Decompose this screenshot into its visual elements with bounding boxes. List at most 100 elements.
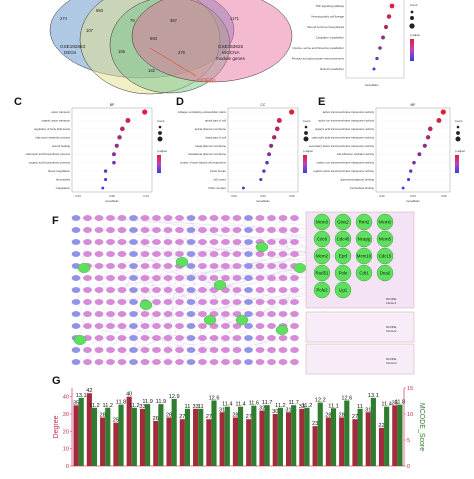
network-node bbox=[198, 347, 207, 353]
network-node bbox=[117, 263, 127, 269]
go-dot bbox=[117, 135, 122, 140]
mcode-bar bbox=[317, 402, 323, 466]
network-node bbox=[244, 335, 253, 341]
network-node bbox=[221, 323, 230, 329]
network-node bbox=[244, 299, 253, 305]
network-node bbox=[255, 299, 265, 305]
degree-label: 23 bbox=[312, 421, 318, 427]
degree-label: 33 bbox=[139, 404, 145, 410]
network-node bbox=[186, 251, 196, 257]
degree-bar bbox=[378, 427, 385, 466]
network-node bbox=[232, 287, 242, 293]
network-node bbox=[232, 347, 242, 353]
network-node bbox=[140, 275, 150, 281]
mcode-bar bbox=[105, 407, 111, 466]
degree-bar bbox=[139, 408, 146, 466]
go-dot bbox=[101, 186, 105, 190]
degree-label: 30 bbox=[272, 409, 278, 415]
network-node bbox=[94, 251, 104, 257]
network-edge bbox=[202, 229, 238, 279]
go-dot bbox=[401, 186, 405, 190]
go-term-label: active transmembrane transporter activit… bbox=[323, 110, 375, 114]
go-dot bbox=[417, 152, 422, 157]
network-edge bbox=[202, 241, 238, 291]
network-node bbox=[186, 215, 196, 221]
go-dot bbox=[425, 135, 431, 140]
network-node bbox=[152, 347, 161, 353]
mcode-label: 11.9 bbox=[156, 399, 166, 405]
degree-bar bbox=[285, 412, 292, 466]
venn-count-1: 274 bbox=[60, 16, 68, 21]
network-node bbox=[117, 335, 127, 341]
network-node bbox=[163, 323, 173, 329]
degree-label: 25 bbox=[113, 418, 119, 424]
network-edge bbox=[133, 253, 261, 303]
network-node bbox=[232, 323, 242, 329]
go-mf-panel: MF active transmembrane transporter activ… bbox=[309, 103, 465, 203]
network-node bbox=[129, 215, 138, 221]
degree-label: 22 bbox=[378, 423, 384, 429]
kegg-term-label: Retinol metabolism bbox=[320, 67, 344, 71]
cluster1-node-label: Cdc15 bbox=[379, 254, 392, 259]
network-node bbox=[267, 335, 276, 341]
mcode-label: 11.2 bbox=[129, 403, 139, 409]
venn-label-set1-line1: GSE192883 bbox=[60, 44, 85, 49]
cluster1-node-label: Lig1 bbox=[339, 288, 348, 293]
degree-bar bbox=[219, 412, 225, 466]
network-node bbox=[94, 215, 104, 221]
network-node bbox=[267, 347, 276, 353]
network-node bbox=[140, 323, 150, 329]
kegg-colorbar bbox=[410, 39, 414, 61]
network-node bbox=[290, 251, 299, 257]
degree-bar bbox=[325, 417, 331, 466]
kegg-term-label: Hematopoietic cell lineage bbox=[311, 15, 344, 19]
network-node bbox=[290, 215, 299, 221]
network-edge bbox=[75, 217, 331, 231]
mcode-label: 11.8 bbox=[116, 400, 126, 406]
degree-label: 28 bbox=[100, 412, 106, 418]
network-node bbox=[255, 287, 265, 293]
degree-label: 26 bbox=[153, 416, 159, 422]
network-node bbox=[267, 215, 276, 221]
network-node bbox=[278, 215, 288, 221]
network-node bbox=[129, 347, 138, 353]
kegg-term-label: Glycine, serine and threonine metabolism bbox=[293, 46, 345, 50]
network-node bbox=[83, 299, 92, 305]
network-node bbox=[186, 299, 196, 305]
degree-label: 28 bbox=[339, 412, 345, 418]
network-node bbox=[278, 239, 288, 245]
go-xtick: 0.06 bbox=[289, 194, 295, 198]
mcode-bar bbox=[238, 406, 244, 466]
network-hub-node bbox=[255, 242, 269, 252]
venn-label-set2-line3: module genes bbox=[216, 56, 246, 61]
mcode-label: 11.4 bbox=[381, 402, 391, 408]
go-dot bbox=[267, 152, 272, 157]
network-hub-node bbox=[203, 315, 217, 325]
mcode-label: 12.6 bbox=[209, 395, 220, 401]
kegg-dot bbox=[389, 3, 395, 9]
mcode-bar bbox=[131, 407, 137, 466]
go-plot-frame bbox=[227, 107, 299, 193]
network-node bbox=[152, 215, 161, 221]
network-edge bbox=[98, 277, 157, 315]
network-node bbox=[221, 359, 230, 365]
go-dot bbox=[103, 169, 108, 173]
network-node bbox=[152, 227, 161, 233]
kegg-dot bbox=[372, 67, 376, 71]
degree-label: 31 bbox=[285, 407, 291, 413]
degree-label: 33 bbox=[192, 404, 198, 410]
network-hub-node bbox=[235, 315, 249, 325]
degree-bar bbox=[259, 410, 265, 466]
mcode-bar bbox=[251, 405, 257, 466]
network-node bbox=[129, 287, 138, 293]
go-legend-dot bbox=[158, 125, 162, 129]
mcode-bar bbox=[211, 400, 217, 466]
network-hub-node bbox=[275, 325, 289, 335]
network-node bbox=[94, 275, 104, 281]
network-node bbox=[209, 359, 219, 365]
panel-label-f: F bbox=[52, 215, 59, 227]
go-xtick: 0.04 bbox=[75, 194, 81, 198]
cluster1-label-line1: MCODE bbox=[386, 297, 397, 301]
cluster1-node bbox=[355, 264, 373, 282]
